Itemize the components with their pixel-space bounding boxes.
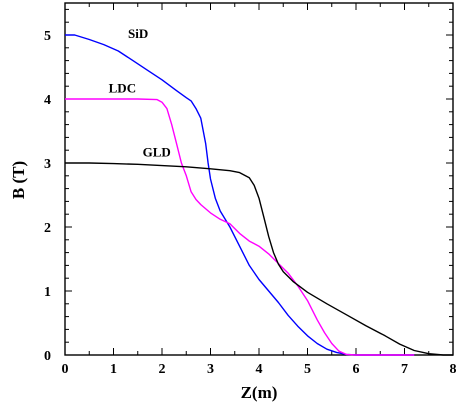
x-tick-label: 5 — [304, 362, 311, 377]
y-tick-label: 2 — [44, 221, 51, 236]
series-lines — [65, 34, 453, 356]
series-label-sid: SiD — [128, 26, 148, 41]
x-tick-label: 8 — [450, 362, 457, 377]
x-tick-label: 0 — [62, 362, 69, 377]
y-tick-label: 3 — [44, 157, 51, 172]
axis-ticks — [64, 3, 454, 356]
x-axis-label: Z(m) — [241, 383, 278, 402]
series-label-ldc: LDC — [109, 81, 136, 96]
series-label-gld: GLD — [143, 145, 171, 160]
tick-labels: 0 1 2 3 4 5 6 7 8 0 1 2 3 4 5 — [44, 29, 457, 377]
y-tick-label: 1 — [44, 285, 51, 300]
x-tick-label: 2 — [159, 362, 166, 377]
y-tick-label: 5 — [44, 29, 51, 44]
y-axis-label: B (T) — [9, 161, 28, 199]
series-line-ldc — [65, 98, 415, 356]
y-tick-label: 0 — [44, 349, 51, 364]
x-tick-label: 7 — [401, 362, 408, 377]
series-line-gld — [65, 162, 453, 356]
series-line-sid — [65, 34, 415, 356]
x-tick-label: 6 — [353, 362, 360, 377]
x-tick-label: 3 — [207, 362, 214, 377]
x-tick-label: 1 — [110, 362, 117, 377]
x-tick-label: 4 — [256, 362, 263, 377]
y-tick-label: 4 — [44, 93, 51, 108]
plot-frame — [64, 2, 454, 356]
series-labels: SiD LDC GLD — [109, 26, 171, 159]
